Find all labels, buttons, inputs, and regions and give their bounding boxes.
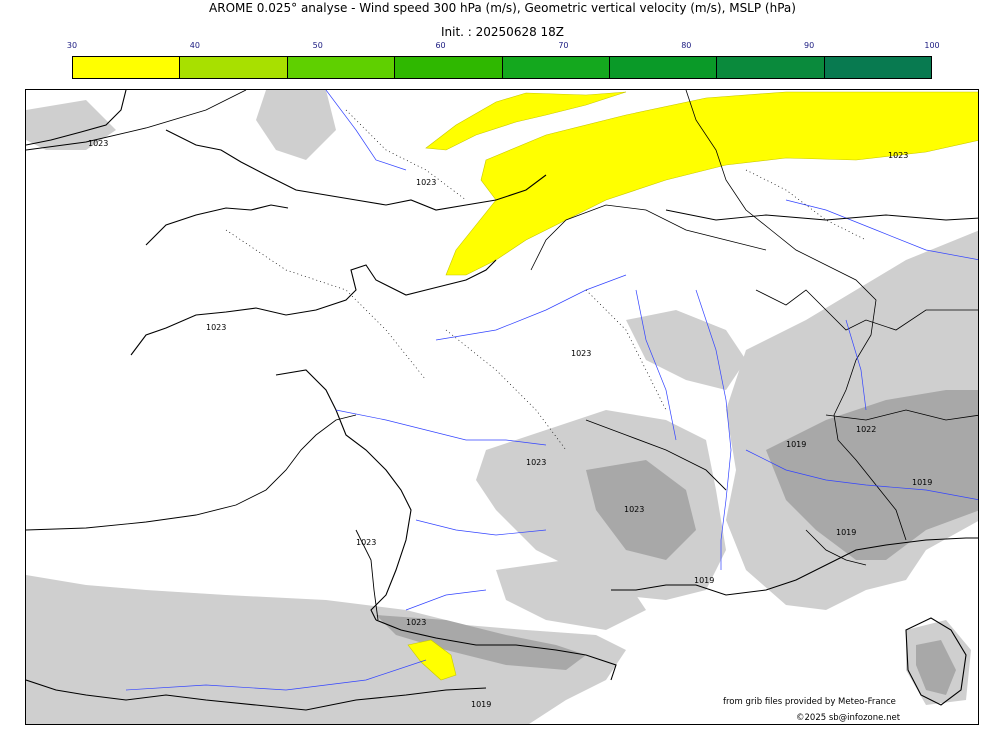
isobar-label: 1019 bbox=[786, 440, 806, 449]
coastlines bbox=[26, 90, 978, 711]
colorbar-segment bbox=[73, 57, 181, 78]
colorbar-tick-label: 70 bbox=[558, 41, 569, 50]
colorbar-tick-label: 60 bbox=[435, 41, 446, 50]
colorbar bbox=[72, 56, 932, 79]
relief-dark bbox=[376, 390, 978, 695]
isobar-label: 1023 bbox=[406, 618, 426, 627]
colorbar-tick-label: 90 bbox=[804, 41, 815, 50]
colorbar-segment bbox=[502, 57, 610, 78]
colorbar-tick-label: 40 bbox=[189, 41, 200, 50]
isobar-label: 1022 bbox=[856, 425, 876, 434]
isobar-label: 1019 bbox=[471, 700, 491, 709]
isobar-label: 1023 bbox=[888, 151, 908, 160]
rivers bbox=[125, 90, 978, 691]
isobar-labels: 1023 1023 1023 1023 1023 1023 1023 1023 … bbox=[88, 139, 932, 709]
jet-stream-core bbox=[407, 91, 978, 681]
init-time: Init. : 20250628 18Z bbox=[440, 25, 565, 39]
isobar-label: 1019 bbox=[694, 576, 714, 585]
colorbar-segment bbox=[395, 57, 503, 78]
isobar-label: 1023 bbox=[88, 139, 108, 148]
isobar-label: 1019 bbox=[912, 478, 932, 487]
borders bbox=[530, 90, 978, 566]
isobar-label: 1019 bbox=[836, 528, 856, 537]
copyright: ©2025 sb@infozone.net bbox=[796, 713, 901, 723]
colorbar-tick-label: 100 bbox=[924, 41, 940, 50]
colorbar-segment bbox=[287, 57, 396, 78]
isobar-label: 1023 bbox=[571, 349, 591, 358]
chart-title: AROME 0.025° analyse - Wind speed 300 hP… bbox=[209, 1, 796, 15]
vertical-velocity-dots bbox=[225, 109, 867, 451]
map-svg: 1023 1023 1023 1023 1023 1023 1023 1023 … bbox=[26, 90, 978, 724]
isobar-label: 1023 bbox=[356, 538, 376, 547]
data-credit: from grib files provided by Meteo-France bbox=[723, 697, 896, 707]
colorbar-segment bbox=[609, 57, 718, 78]
weather-map: 1023 1023 1023 1023 1023 1023 1023 1023 … bbox=[25, 89, 979, 725]
colorbar-segment bbox=[824, 57, 931, 78]
colorbar-tick-label: 30 bbox=[66, 41, 78, 50]
colorbar-tick-label: 50 bbox=[312, 41, 323, 50]
isobars bbox=[26, 90, 978, 621]
isobar-label: 1023 bbox=[526, 458, 546, 467]
colorbar-tick-label: 80 bbox=[681, 41, 692, 50]
isobar-label: 1023 bbox=[416, 178, 436, 187]
isobar-label: 1023 bbox=[206, 323, 226, 332]
isobar-label: 1023 bbox=[624, 505, 644, 514]
colorbar-segment bbox=[180, 57, 288, 78]
colorbar-segment bbox=[717, 57, 825, 78]
